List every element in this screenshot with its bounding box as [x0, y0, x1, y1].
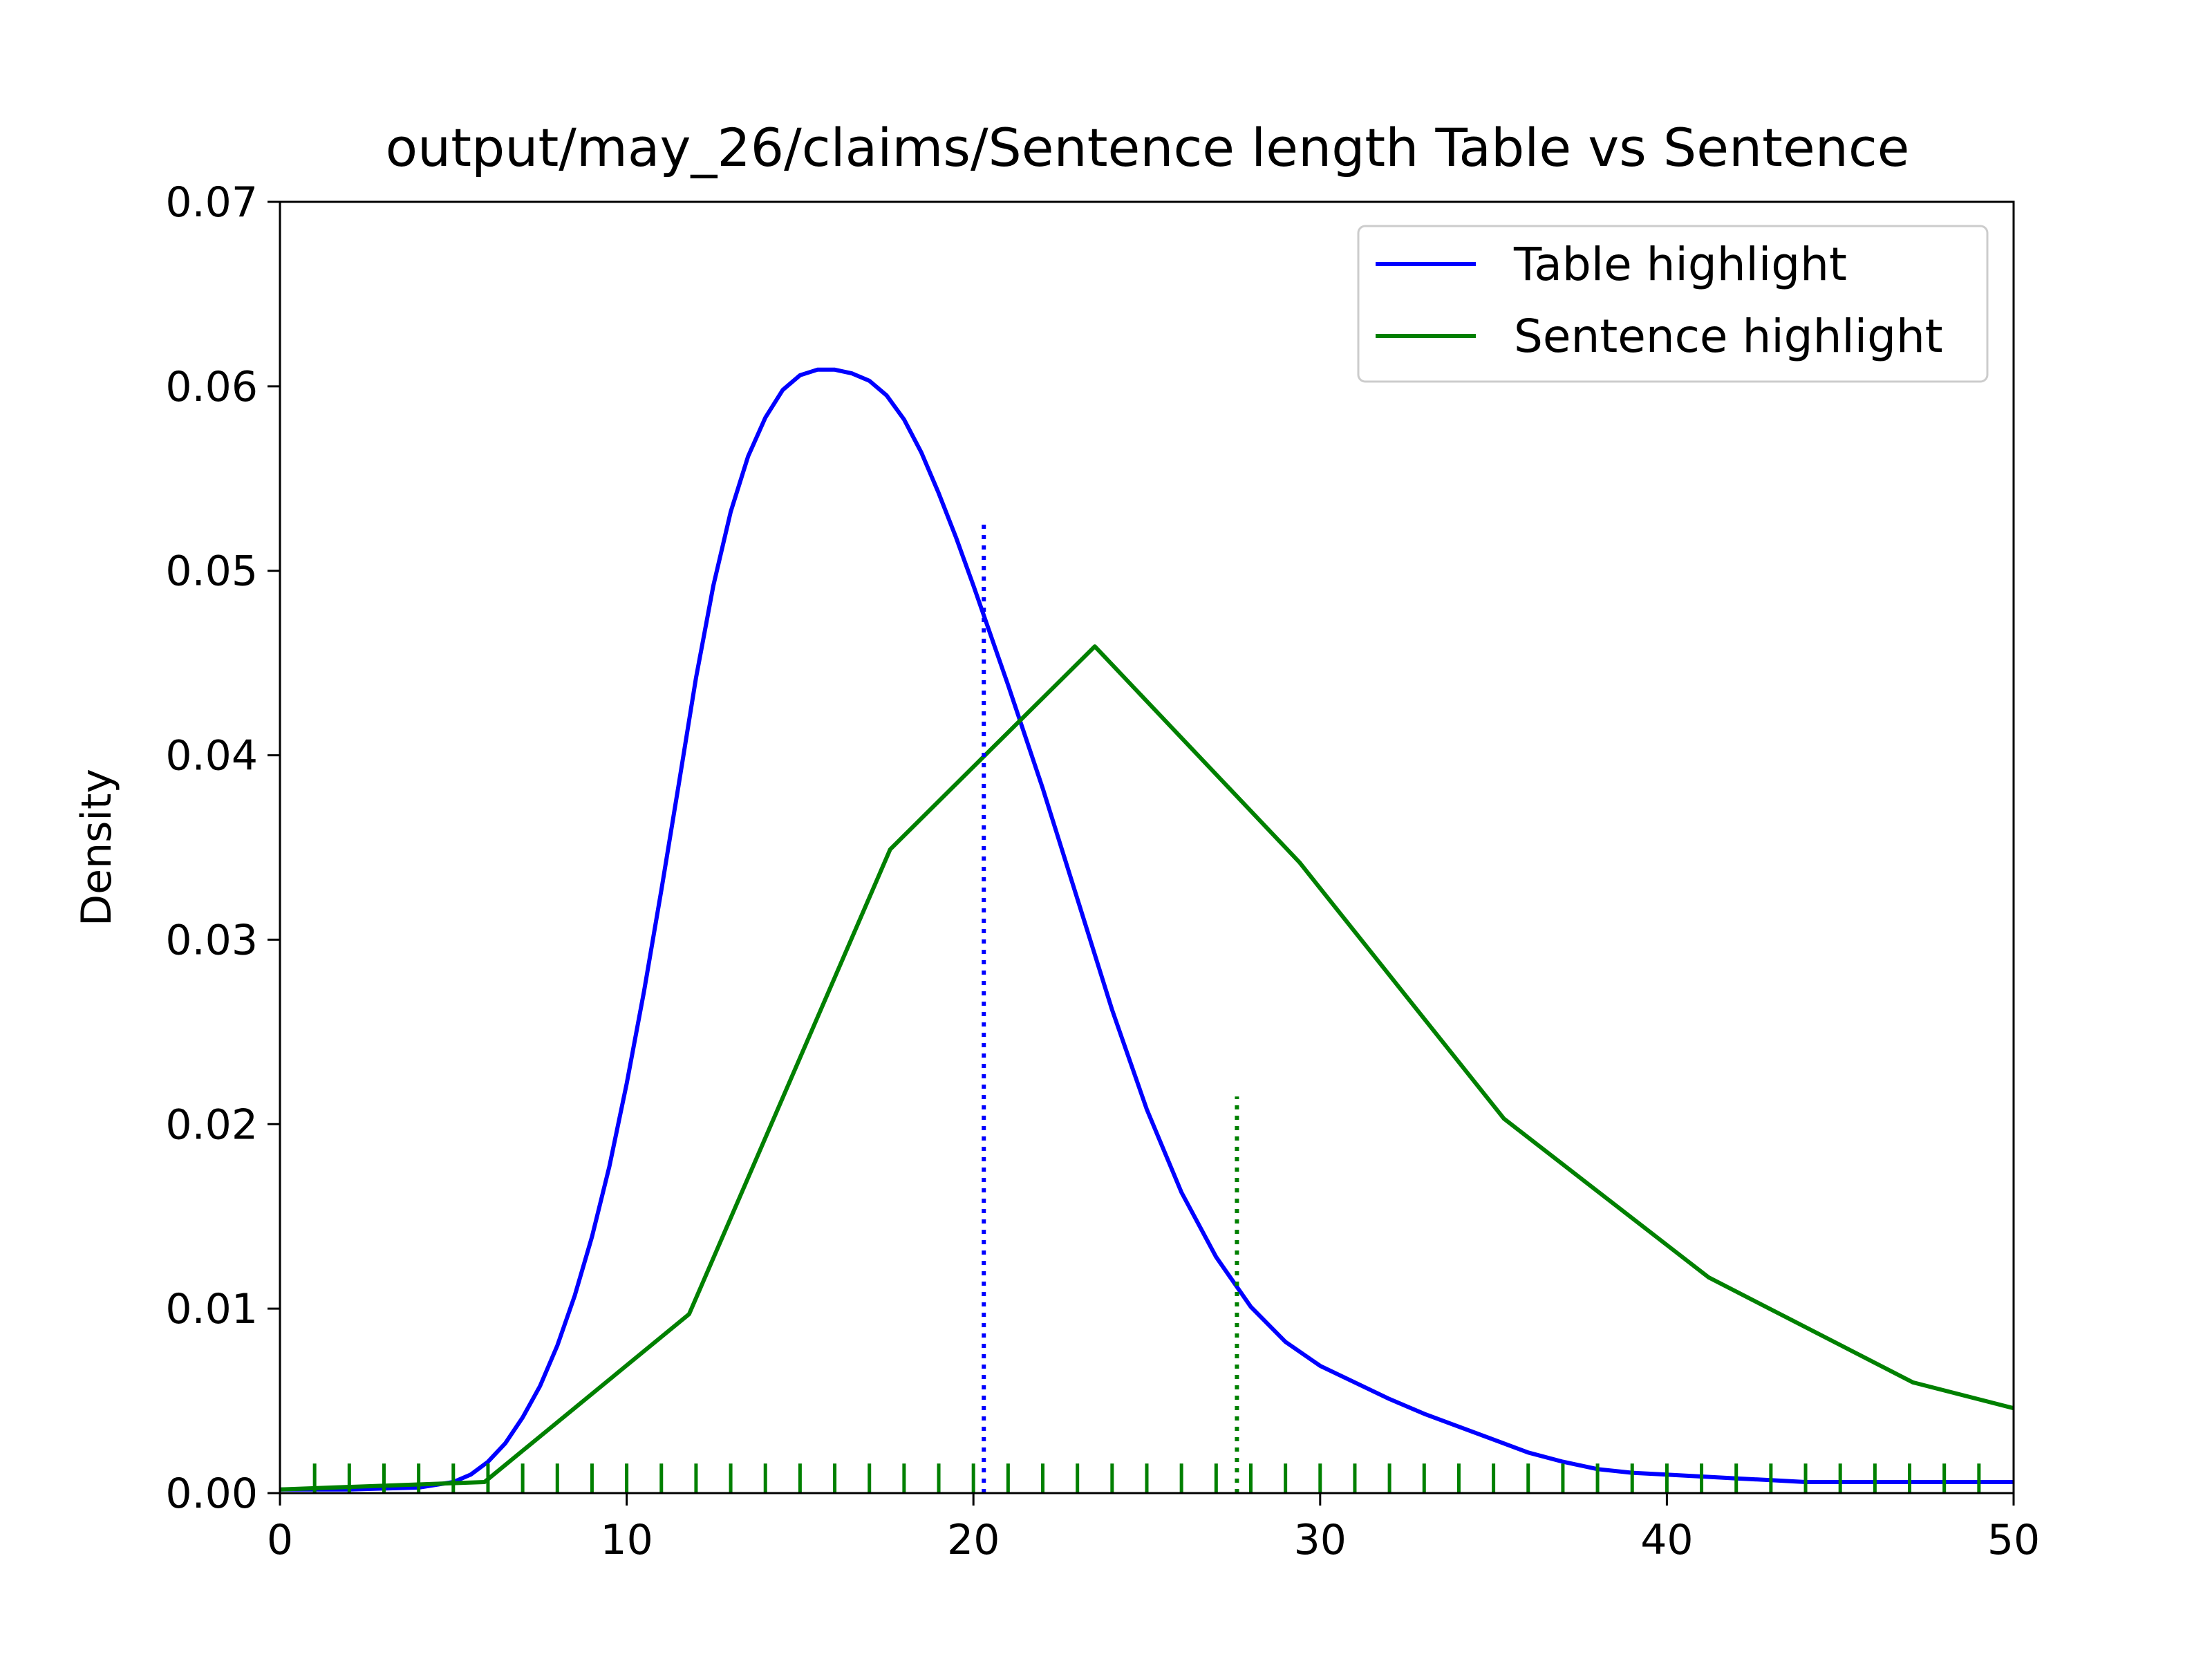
y-tick-label: 0.00 — [165, 1470, 258, 1518]
series-layer — [279, 367, 2014, 1492]
x-tick-label: 20 — [947, 1516, 1000, 1564]
legend-label-table: Table highlight — [1513, 238, 1847, 291]
y-axis-label: Density — [73, 769, 121, 926]
axes-frame — [279, 200, 2015, 1494]
plot-area — [279, 200, 2015, 1494]
x-tick-label: 50 — [1987, 1516, 2040, 1564]
x-tick-label: 40 — [1640, 1516, 1693, 1564]
annotation-layer — [982, 525, 1239, 1493]
chart-title: output/may_26/claims/Sentence length Tab… — [386, 117, 1910, 178]
y-tick-label: 0.07 — [165, 178, 258, 227]
series-line-table-highlight — [280, 367, 2014, 1492]
x-axis-ticks: 0 10 20 30 40 50 — [267, 1493, 2040, 1564]
legend-frame — [1357, 225, 1989, 383]
y-tick-label: 0.04 — [165, 732, 258, 780]
y-tick-label: 0.01 — [165, 1285, 258, 1333]
x-tick-label: 10 — [600, 1516, 653, 1564]
rug-layer — [312, 1463, 1981, 1493]
y-tick-label: 0.06 — [165, 363, 258, 411]
series-line-sentence-highlight — [279, 644, 2014, 1492]
legend: Table highlight Sentence highlight — [1357, 225, 1989, 383]
y-axis-ticks: 0.00 0.01 0.02 0.03 0.04 0.05 0.06 0.07 — [165, 178, 280, 1518]
x-tick-label: 0 — [267, 1516, 293, 1564]
y-tick-label: 0.05 — [165, 547, 258, 596]
y-tick-label: 0.02 — [165, 1100, 258, 1149]
legend-label-sentence: Sentence highlight — [1514, 310, 1943, 363]
y-tick-label: 0.03 — [165, 916, 258, 964]
x-tick-label: 30 — [1294, 1516, 1347, 1564]
